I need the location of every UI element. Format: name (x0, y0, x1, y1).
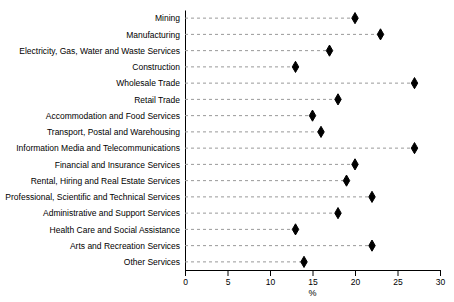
stem (185, 131, 321, 132)
tick-mark (185, 270, 186, 276)
stem (185, 18, 355, 19)
dot (292, 61, 298, 72)
tick: Accommodation and Food Services (46, 111, 180, 121)
dot (411, 78, 417, 89)
tick-label: 25 (393, 277, 403, 287)
stem (185, 229, 296, 230)
stem (185, 83, 415, 84)
tick-label: Health Care and Social Assistance (50, 225, 181, 235)
dot (326, 45, 332, 56)
tick: Wholesale Trade (116, 78, 180, 88)
axis-line (185, 11, 186, 271)
tick: 20 (351, 270, 361, 287)
marks (185, 13, 418, 268)
tick: Arts and Recreation Services (70, 241, 180, 251)
tick: Financial and Insurance Services (55, 160, 180, 170)
tick-label: 0 (183, 277, 188, 287)
tick-label: Other Services (124, 257, 180, 267)
dot (309, 110, 315, 121)
tick: 25 (393, 270, 403, 287)
tick: 10 (266, 270, 276, 287)
tick-label: 15 (308, 277, 318, 287)
stem (185, 213, 338, 214)
dot (335, 94, 341, 105)
tick-mark (313, 270, 314, 276)
tick: Manufacturing (126, 30, 180, 40)
axis-line (186, 271, 441, 277)
tick-label: 5 (226, 277, 231, 287)
stem (185, 115, 313, 116)
tick-mark (440, 270, 441, 276)
dot (352, 159, 358, 170)
tick: Rental, Hiring and Real Estate Services (31, 176, 180, 186)
tick-label: Financial and Insurance Services (55, 160, 180, 170)
tick: Administrative and Support Services (43, 208, 180, 218)
tick-label: 10 (266, 277, 276, 287)
dot (377, 29, 383, 40)
tick: Transport, Postal and Warehousing (47, 127, 180, 137)
dot (301, 256, 307, 267)
dot (369, 191, 375, 202)
tick-label: Administrative and Support Services (43, 208, 180, 218)
tick: Information Media and Telecommunications (16, 143, 180, 153)
stem (185, 50, 330, 51)
tick-label: Construction (132, 62, 180, 72)
tick-mark (270, 270, 271, 276)
dot (411, 143, 417, 154)
dot (292, 224, 298, 235)
tick-label: 30 (436, 277, 446, 287)
y-axis: Mining Manufacturing Electricity, Gas, Wat… (5, 11, 185, 271)
tick-label: Retail Trade (134, 95, 180, 105)
tick: 0 (183, 270, 188, 287)
stem (185, 261, 304, 262)
tick: Construction (132, 62, 180, 72)
x-axis-title: % (308, 288, 316, 298)
x-axis: 0 5 10 15 20 25 30 (183, 270, 445, 287)
tick-label: Arts and Recreation Services (70, 241, 180, 251)
tick: Mining (155, 13, 180, 23)
dot (318, 126, 324, 137)
dot (352, 13, 358, 24)
tick-label: 20 (351, 277, 361, 287)
stem (185, 164, 355, 165)
tick: 15 (308, 270, 318, 287)
stem (185, 196, 372, 197)
tick-mark (228, 270, 229, 276)
tick-label: Manufacturing (126, 30, 180, 40)
dot (335, 208, 341, 219)
stem (185, 245, 372, 246)
dot (343, 175, 349, 186)
tick: Professional, Scientific and Technical S… (5, 192, 180, 202)
tick-label: Mining (155, 13, 180, 23)
tick: Electricity, Gas, Water and Waste Servic… (19, 46, 180, 56)
tick-label: Professional, Scientific and Technical S… (5, 192, 180, 202)
stem (185, 99, 338, 100)
tick: Health Care and Social Assistance (50, 225, 181, 235)
tick-label: Accommodation and Food Services (46, 111, 180, 121)
tick: Retail Trade (134, 95, 180, 105)
tick-label: Information Media and Telecommunications (16, 143, 180, 153)
stem (185, 180, 347, 181)
dot (369, 240, 375, 251)
tick-mark (398, 270, 399, 276)
tick-mark (355, 270, 356, 276)
tick-label: Transport, Postal and Warehousing (47, 127, 180, 137)
tick: 5 (226, 270, 231, 287)
tick-label: Rental, Hiring and Real Estate Services (31, 176, 180, 186)
tick-label: Electricity, Gas, Water and Waste Servic… (19, 46, 180, 56)
tick: 30 (436, 270, 446, 287)
stem (185, 34, 381, 35)
tick: Other Services (124, 257, 180, 267)
chart: 0 5 10 15 20 25 30% Mining Manufacturing Electric… (0, 0, 454, 302)
stem (185, 66, 296, 67)
tick-label: Wholesale Trade (116, 78, 180, 88)
stem (185, 148, 415, 149)
